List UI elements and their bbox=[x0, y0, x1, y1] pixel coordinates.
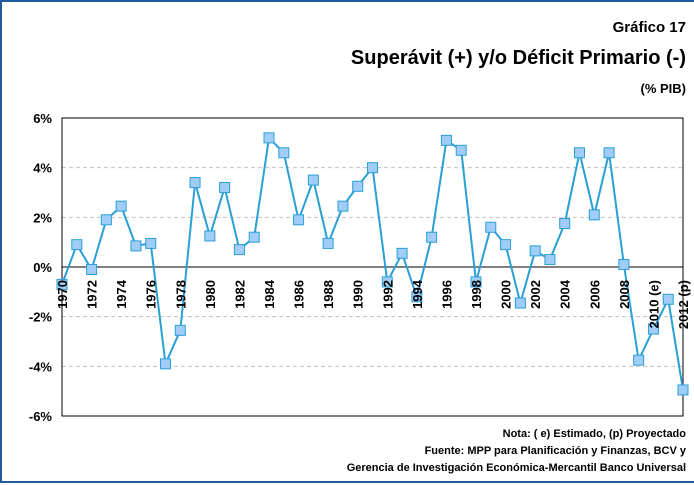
point-marker bbox=[559, 218, 571, 230]
point-marker bbox=[440, 134, 452, 146]
point-marker bbox=[56, 278, 68, 290]
point-marker bbox=[204, 230, 216, 242]
point-marker bbox=[529, 245, 541, 257]
point-marker bbox=[588, 209, 600, 221]
point-marker bbox=[367, 162, 378, 174]
point-marker bbox=[337, 200, 349, 212]
point-marker bbox=[514, 297, 526, 309]
point-marker bbox=[322, 237, 334, 249]
x-tick-label: 1972 bbox=[85, 280, 100, 309]
point-marker bbox=[130, 240, 142, 252]
x-tick-label: 1996 bbox=[439, 280, 454, 309]
point-marker bbox=[263, 132, 275, 144]
y-tick-label: -6% bbox=[29, 409, 53, 424]
point-marker bbox=[618, 259, 630, 271]
y-tick-label: 4% bbox=[33, 161, 52, 176]
chart-subtitle: (% PIB) bbox=[641, 81, 687, 96]
x-tick-label: 2002 bbox=[528, 280, 543, 309]
x-tick-label: 2000 bbox=[499, 280, 514, 309]
point-marker bbox=[189, 177, 201, 189]
y-tick-label: -4% bbox=[29, 359, 53, 374]
y-tick-label: 0% bbox=[33, 260, 52, 275]
point-marker bbox=[426, 231, 438, 243]
y-tick-label: -2% bbox=[29, 310, 53, 325]
x-tick-label: 2006 bbox=[587, 280, 602, 309]
point-marker bbox=[455, 144, 467, 156]
point-marker bbox=[233, 244, 245, 256]
x-tick-label: 1970 bbox=[55, 280, 70, 309]
y-tick-label: 2% bbox=[33, 210, 52, 225]
x-tick-label: 1994 bbox=[410, 279, 425, 309]
x-tick-label: 1990 bbox=[351, 280, 366, 309]
point-marker bbox=[115, 200, 127, 212]
point-marker bbox=[100, 214, 112, 226]
note: Fuente: MPP para Planificación y Finanza… bbox=[425, 445, 687, 457]
x-tick-label: 1984 bbox=[262, 279, 277, 309]
point-marker bbox=[411, 291, 423, 303]
point-marker bbox=[470, 276, 482, 288]
point-marker bbox=[293, 214, 305, 226]
chart-title: Superávit (+) y/o Déficit Primario (-) bbox=[351, 47, 686, 69]
point-marker bbox=[574, 147, 585, 159]
x-tick-label: 1988 bbox=[321, 280, 336, 309]
point-marker bbox=[160, 358, 171, 370]
x-tick-label: 2010 (e) bbox=[646, 280, 661, 328]
x-tick-label: 1980 bbox=[203, 280, 218, 309]
point-marker bbox=[485, 221, 497, 233]
x-tick-label: 1998 bbox=[469, 280, 484, 309]
x-tick-label: 2004 bbox=[558, 279, 573, 309]
point-marker bbox=[307, 174, 319, 186]
point-marker bbox=[71, 239, 83, 251]
x-tick-label: 1978 bbox=[173, 280, 188, 309]
plot-border bbox=[61, 117, 684, 417]
y-tick-label: 6% bbox=[33, 111, 52, 126]
x-tick-label: 1976 bbox=[144, 280, 159, 309]
x-tick-label: 2012 (p) bbox=[676, 280, 691, 329]
point-marker bbox=[396, 247, 408, 259]
chart-supertitle: Gráfico 17 bbox=[613, 19, 686, 36]
data-line bbox=[61, 135, 684, 391]
note: Nota: ( e) Estimado, (p) Proyectado bbox=[503, 428, 687, 440]
point-marker bbox=[633, 354, 645, 366]
x-tick-label: 1982 bbox=[232, 280, 247, 309]
point-marker bbox=[145, 237, 157, 249]
point-marker bbox=[248, 231, 260, 243]
x-tick-label: 1986 bbox=[292, 280, 307, 309]
point-marker bbox=[381, 276, 393, 288]
point-marker bbox=[278, 147, 290, 159]
point-marker bbox=[603, 147, 615, 159]
x-tick-label: 2008 bbox=[617, 280, 632, 309]
x-tick-label: 1974 bbox=[114, 279, 129, 309]
x-tick-label: 1992 bbox=[380, 280, 395, 309]
point-marker bbox=[544, 254, 556, 266]
point-marker bbox=[677, 384, 689, 396]
point-marker bbox=[500, 239, 512, 251]
point-marker bbox=[174, 324, 186, 336]
point-marker bbox=[219, 182, 231, 194]
point-marker bbox=[662, 293, 674, 305]
point-marker bbox=[352, 180, 364, 192]
note: Gerencia de Investigación Económica-Merc… bbox=[347, 462, 686, 474]
point-marker bbox=[647, 323, 659, 335]
point-marker bbox=[86, 263, 98, 275]
